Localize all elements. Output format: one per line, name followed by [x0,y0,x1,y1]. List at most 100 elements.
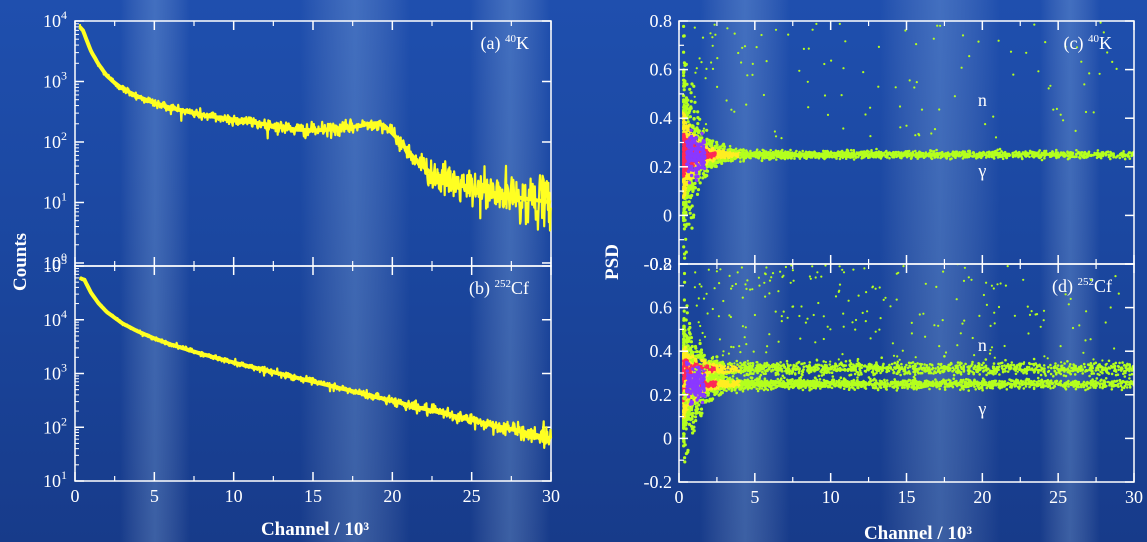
psd-event-point [875,147,878,151]
psd-event-point [939,156,942,160]
psd-event-point [833,153,837,156]
psd-event-point [707,148,711,152]
psd-event-point [821,152,824,155]
psd-event-point [682,81,686,86]
psd-event-point [710,152,714,156]
psd-event-point [682,200,686,204]
psd-event-point [682,127,686,131]
y-tick-base: 10 [43,256,61,276]
psd-sparse-point [716,57,719,60]
psd-event-point [795,149,798,153]
psd-event-point [683,456,687,460]
psd-event-point [774,153,778,156]
psd-event-point [880,153,883,156]
psd-event-point [685,82,689,86]
psd-event-point [706,142,711,146]
psd-event-point [825,151,828,154]
psd-event-point [1098,385,1102,389]
psd-event-point [733,150,737,153]
psd-event-point [847,151,850,154]
psd-event-point [695,149,699,153]
y-tick-label: 105 [43,253,67,276]
psd-event-point [696,188,701,192]
psd-sparse-point [709,32,712,35]
psd-event-point [682,94,686,98]
psd-event-point [716,146,721,150]
psd-event-point [1068,156,1071,160]
psd-event-point [719,387,723,391]
psd-event-point [1107,155,1111,159]
y-tick-exponent: 5 [61,253,67,267]
psd-event-point [1100,378,1103,382]
psd-event-point [762,152,766,156]
psd-event-point [885,379,889,382]
psd-event-point [1124,381,1128,385]
psd-sparse-point [737,51,740,55]
psd-event-point [1018,151,1021,154]
psd-event-point [739,160,742,163]
psd-event-point [930,149,933,153]
psd-sparse-point [1102,31,1105,34]
psd-event-point [1077,150,1080,154]
psd-event-point [849,148,853,152]
psd-event-point [744,155,748,159]
y-tick-label: 0.8 [650,11,673,31]
psd-event-point [689,91,693,95]
psd-scatter [682,21,1134,260]
psd-event-point [977,152,981,156]
psd-sparse-point [1083,83,1086,86]
psd-event-point [775,158,778,161]
psd-event-point [697,146,702,150]
psd-event-point [687,200,691,204]
x-axis-title-left: Channel / 10³ [261,519,369,540]
psd-event-point [944,379,948,383]
psd-event-point [1005,156,1008,160]
psd-event-point [769,148,772,152]
psd-sparse-point [984,123,987,126]
psd-sparse-point [701,36,705,39]
psd-event-point [695,142,699,146]
psd-event-point [690,226,694,230]
psd-event-point [761,156,764,160]
psd-event-point [748,152,752,156]
light-streak [700,0,790,542]
psd-event-point [786,156,790,160]
psd-event-point [689,164,694,169]
psd-event-point [734,154,737,157]
psd-event-point [697,129,701,133]
psd-event-point [1083,155,1086,159]
psd-event-point [759,153,762,157]
psd-sparse-point [1106,51,1109,54]
psd-event-point [689,134,694,139]
psd-event-point [691,411,695,415]
psd-event-point [1000,150,1003,153]
psd-event-point [719,159,724,163]
psd-event-point [988,151,991,155]
psd-sparse-point [932,37,935,40]
psd-event-point [1106,150,1110,153]
psd-event-point [810,156,814,159]
psd-event-point [722,142,726,146]
psd-event-point [723,157,727,160]
psd-event-point [1039,154,1043,157]
psd-event-point [1109,157,1112,161]
psd-event-point [748,156,751,159]
y-tick-base: 10 [43,471,61,491]
psd-event-point [755,148,759,151]
psd-event-point [927,153,931,156]
psd-event-point [749,149,752,153]
psd-event-point [682,245,686,249]
psd-sparse-point [745,103,748,106]
psd-event-point [1120,151,1123,155]
psd-event-point [1005,388,1009,391]
psd-event-point [863,154,866,158]
psd-sparse-point [726,27,729,30]
psd-sparse-point [914,134,917,137]
psd-event-point [965,152,968,156]
psd-event-point [979,152,983,155]
psd-event-point [711,146,715,150]
psd-sparse-point [930,132,933,135]
psd-event-point [687,151,691,155]
psd-event-point [683,63,687,67]
psd-sparse-point [780,137,783,140]
